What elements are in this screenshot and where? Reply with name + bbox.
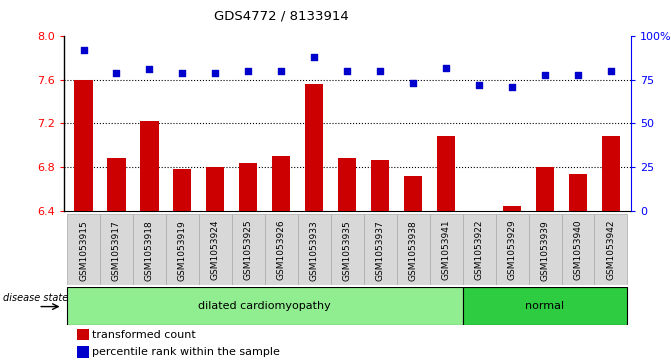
Text: percentile rank within the sample: percentile rank within the sample — [93, 347, 280, 357]
Text: GSM1053915: GSM1053915 — [79, 220, 88, 281]
Point — [408, 81, 419, 86]
FancyBboxPatch shape — [364, 214, 397, 285]
Text: GSM1053935: GSM1053935 — [343, 220, 352, 281]
Bar — [503, 206, 521, 363]
FancyBboxPatch shape — [67, 214, 100, 285]
Bar — [404, 176, 422, 363]
Bar — [107, 158, 125, 363]
Text: GSM1053941: GSM1053941 — [442, 220, 451, 281]
Text: GSM1053926: GSM1053926 — [277, 220, 286, 281]
Bar — [173, 169, 191, 363]
FancyBboxPatch shape — [232, 214, 265, 285]
Point — [177, 70, 188, 76]
Text: GDS4772 / 8133914: GDS4772 / 8133914 — [215, 9, 349, 22]
Text: normal: normal — [525, 301, 564, 311]
FancyBboxPatch shape — [397, 214, 429, 285]
Text: GSM1053924: GSM1053924 — [211, 220, 220, 280]
Point — [210, 70, 221, 76]
Bar — [140, 121, 158, 363]
Point — [342, 68, 353, 74]
FancyBboxPatch shape — [100, 214, 133, 285]
FancyBboxPatch shape — [331, 214, 364, 285]
Text: GSM1053929: GSM1053929 — [507, 220, 517, 281]
Bar — [74, 80, 93, 363]
Point — [78, 47, 89, 53]
Text: GSM1053940: GSM1053940 — [574, 220, 582, 281]
Point — [276, 68, 287, 74]
Text: dilated cardiomyopathy: dilated cardiomyopathy — [199, 301, 331, 311]
FancyBboxPatch shape — [67, 287, 462, 325]
Bar — [272, 156, 291, 363]
Bar — [77, 346, 89, 358]
Point — [111, 70, 122, 76]
Point — [309, 54, 319, 60]
Bar — [305, 84, 323, 363]
Point — [375, 68, 386, 74]
Bar — [437, 136, 455, 363]
FancyBboxPatch shape — [529, 214, 562, 285]
FancyBboxPatch shape — [429, 214, 462, 285]
FancyBboxPatch shape — [562, 214, 595, 285]
Text: GSM1053917: GSM1053917 — [112, 220, 121, 281]
Bar — [602, 136, 620, 363]
FancyBboxPatch shape — [298, 214, 331, 285]
Point — [606, 68, 617, 74]
Text: GSM1053933: GSM1053933 — [310, 220, 319, 281]
FancyBboxPatch shape — [462, 287, 627, 325]
FancyBboxPatch shape — [166, 214, 199, 285]
FancyBboxPatch shape — [133, 214, 166, 285]
Text: GSM1053919: GSM1053919 — [178, 220, 187, 281]
Text: GSM1053939: GSM1053939 — [541, 220, 550, 281]
Bar — [470, 211, 488, 363]
Bar — [240, 163, 258, 363]
Bar — [371, 160, 389, 363]
FancyBboxPatch shape — [496, 214, 529, 285]
Point — [572, 72, 583, 78]
FancyBboxPatch shape — [462, 214, 496, 285]
FancyBboxPatch shape — [199, 214, 232, 285]
Point — [144, 66, 155, 72]
Text: transformed count: transformed count — [93, 330, 196, 340]
Bar — [569, 174, 587, 363]
Text: GSM1053937: GSM1053937 — [376, 220, 384, 281]
Bar — [206, 167, 224, 363]
Text: GSM1053938: GSM1053938 — [409, 220, 417, 281]
Point — [539, 72, 550, 78]
Point — [507, 84, 517, 90]
Bar — [536, 167, 554, 363]
Point — [243, 68, 254, 74]
FancyBboxPatch shape — [265, 214, 298, 285]
Point — [474, 82, 484, 88]
Bar — [77, 329, 89, 340]
Bar — [338, 158, 356, 363]
Text: GSM1053942: GSM1053942 — [607, 220, 615, 280]
Text: GSM1053925: GSM1053925 — [244, 220, 253, 281]
FancyBboxPatch shape — [595, 214, 627, 285]
Text: GSM1053918: GSM1053918 — [145, 220, 154, 281]
Point — [441, 65, 452, 70]
Text: disease state: disease state — [3, 293, 68, 303]
Text: GSM1053922: GSM1053922 — [474, 220, 484, 280]
